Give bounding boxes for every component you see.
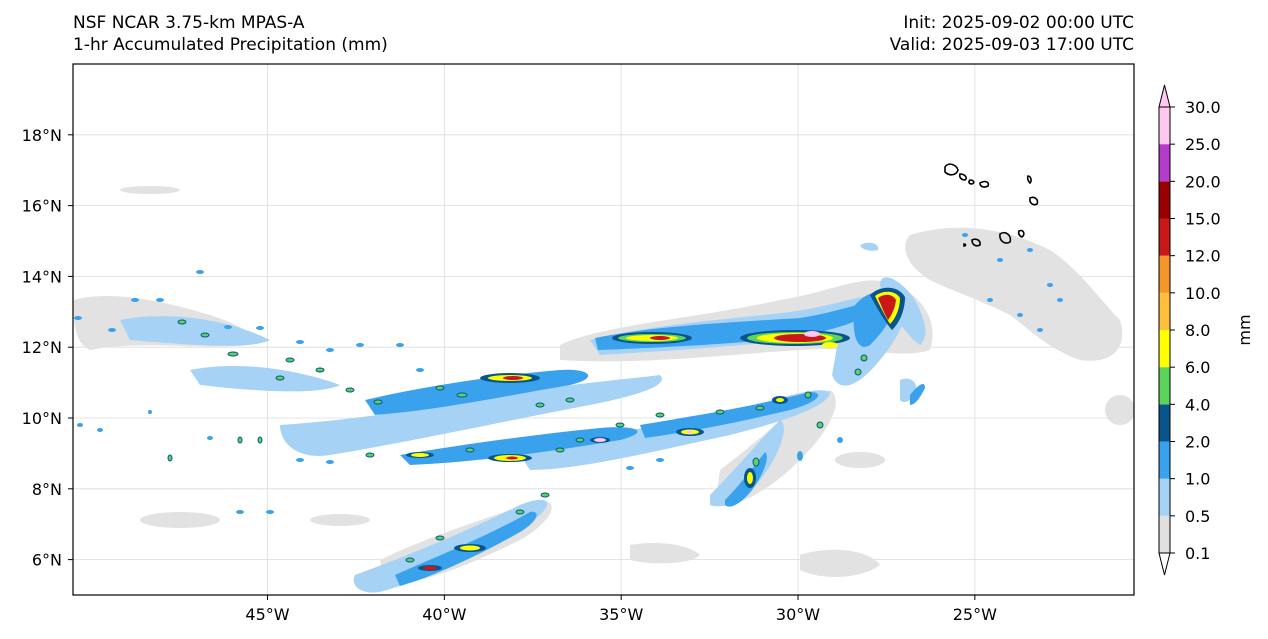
title-left: NSF NCAR 3.75-km MPAS-A 1-hr Accumulated… bbox=[73, 12, 388, 56]
colorbar-segment bbox=[1159, 292, 1170, 330]
colorbar-segment bbox=[1159, 181, 1170, 219]
lat-tick-label: 12°N bbox=[22, 338, 62, 357]
map-border bbox=[72, 63, 1135, 596]
colorbar: 0.1 0.5 1.0 2.0 4.0 6.0 8.0 10.0 12.0 15.0 20.0 25.… bbox=[1158, 84, 1254, 576]
coastline-islands bbox=[944, 163, 1039, 247]
colorbar-unit-label: mm bbox=[1235, 314, 1254, 345]
valid-time: Valid: 2025-09-03 17:00 UTC bbox=[889, 35, 1134, 55]
scattered-convective-cells bbox=[74, 233, 1063, 563]
colorbar-level-label: 2.0 bbox=[1185, 433, 1210, 452]
lon-tick-label: 45°W bbox=[245, 605, 289, 624]
colorbar-segment bbox=[1159, 478, 1170, 516]
lat-tick-label: 10°N bbox=[22, 409, 62, 428]
colorbar-segment bbox=[1159, 144, 1170, 182]
colorbar-level-label: 25.0 bbox=[1185, 135, 1221, 154]
colorbar-extend-max bbox=[1158, 84, 1171, 108]
model-title: NSF NCAR 3.75-km MPAS-A bbox=[73, 13, 305, 33]
colorbar-segment bbox=[1159, 218, 1170, 256]
colorbar-segment bbox=[1159, 441, 1170, 479]
colorbar-level-label: 10.0 bbox=[1185, 284, 1221, 303]
init-time: Init: 2025-09-02 00:00 UTC bbox=[903, 13, 1134, 33]
colorbar-segment bbox=[1159, 367, 1170, 405]
field-title: 1-hr Accumulated Precipitation (mm) bbox=[73, 35, 388, 55]
lon-tick-label: 30°W bbox=[776, 605, 820, 624]
precipitation-field bbox=[73, 163, 1134, 593]
colorbar-level-label: 20.0 bbox=[1185, 172, 1221, 191]
colorbar-extend-min bbox=[1158, 552, 1171, 576]
colorbar-level-label: 30.0 bbox=[1185, 98, 1221, 117]
lon-tick-label: 40°W bbox=[422, 605, 466, 624]
lat-tick-label: 18°N bbox=[22, 126, 62, 145]
colorbar-level-label: 4.0 bbox=[1185, 395, 1210, 414]
colorbar-level-label: 15.0 bbox=[1185, 210, 1221, 229]
colorbar-level-label: 1.0 bbox=[1185, 470, 1210, 489]
lat-tick-label: 8°N bbox=[32, 480, 62, 499]
lon-tick-label: 25°W bbox=[953, 605, 997, 624]
lat-tick-label: 14°N bbox=[22, 267, 62, 286]
colorbar-level-label: 0.5 bbox=[1185, 507, 1210, 526]
longitude-axis: 45°W 40°W 35°W 30°W 25°W bbox=[245, 595, 997, 624]
lon-tick-label: 35°W bbox=[599, 605, 643, 624]
colorbar-level-label: 12.0 bbox=[1185, 247, 1221, 266]
colorbar-segment bbox=[1159, 107, 1170, 145]
colorbar-segment bbox=[1159, 330, 1170, 368]
colorbar-level-label: 8.0 bbox=[1185, 321, 1210, 340]
colorbar-level-label: 6.0 bbox=[1185, 358, 1210, 377]
colorbar-segment bbox=[1159, 404, 1170, 442]
intense-precip-cells bbox=[406, 287, 905, 571]
colorbar-segment bbox=[1159, 515, 1170, 553]
latitude-axis: 6°N 8°N 10°N 12°N 14°N 16°N 18°N bbox=[22, 126, 73, 570]
colorbar-level-label: 0.1 bbox=[1185, 544, 1210, 563]
lat-tick-label: 16°N bbox=[22, 197, 62, 216]
colorbar-segment bbox=[1159, 255, 1170, 293]
title-right: Init: 2025-09-02 00:00 UTC Valid: 2025-0… bbox=[890, 12, 1134, 56]
lat-tick-label: 6°N bbox=[32, 551, 62, 570]
